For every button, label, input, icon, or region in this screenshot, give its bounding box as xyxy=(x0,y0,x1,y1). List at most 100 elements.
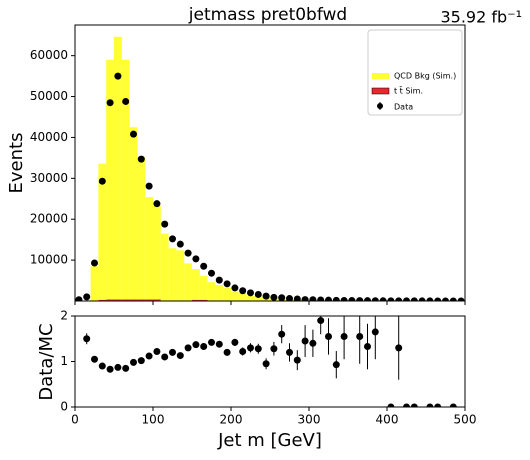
y-tick-label: 1 xyxy=(60,354,68,368)
data-point xyxy=(83,335,91,343)
y-axis-label: Events xyxy=(6,133,27,194)
legend-swatch xyxy=(371,87,390,95)
data-point xyxy=(91,355,98,363)
histogram-bar xyxy=(98,163,107,300)
histogram-bar xyxy=(129,299,138,301)
data-point xyxy=(371,328,379,336)
data-point xyxy=(325,332,332,340)
y-tick-label: 40000 xyxy=(30,130,68,144)
chart-title: jetmass pret0bfwd xyxy=(188,5,347,25)
data-point xyxy=(239,287,247,295)
ratio-axis-label: Data/MC xyxy=(36,323,57,400)
histogram-bar xyxy=(106,59,114,300)
y-tick-label: 50000 xyxy=(30,89,68,103)
data-point xyxy=(83,293,91,301)
data-point xyxy=(192,341,200,349)
histogram-bar xyxy=(114,36,122,300)
data-point xyxy=(130,358,137,366)
histogram-bar xyxy=(121,59,130,300)
data-point xyxy=(286,348,293,356)
data-point xyxy=(356,332,364,340)
data-point xyxy=(192,255,200,263)
data-point xyxy=(91,259,98,267)
histogram-bar xyxy=(192,269,200,300)
y-tick-label: 10000 xyxy=(30,253,68,267)
histogram-bar xyxy=(223,287,231,301)
data-point xyxy=(169,348,176,356)
data-point xyxy=(418,297,426,301)
data-point xyxy=(301,296,309,301)
data-point xyxy=(309,339,317,347)
data-point xyxy=(301,337,309,345)
x-tick-label: 0 xyxy=(71,413,79,427)
data-point xyxy=(137,155,145,163)
data-point xyxy=(223,348,231,356)
data-point xyxy=(247,289,254,297)
y-tick-label: 2 xyxy=(60,309,68,323)
y-tick-label: 20000 xyxy=(30,212,68,226)
data-point xyxy=(434,403,442,407)
data-point xyxy=(332,296,340,301)
data-point xyxy=(348,297,356,301)
histogram-bar xyxy=(114,299,122,301)
data-point xyxy=(278,294,286,301)
data-point xyxy=(208,338,215,346)
data-point xyxy=(254,290,262,298)
legend-label: Data xyxy=(394,103,413,112)
data-point xyxy=(239,347,247,355)
data-point xyxy=(395,297,403,301)
histogram-bar xyxy=(238,293,247,301)
legend: QCD Bkg (Sim.) t t̄ Sim. Data xyxy=(367,29,463,116)
data-point xyxy=(215,276,223,284)
data-point xyxy=(208,269,215,277)
data-point xyxy=(410,403,418,407)
data-point xyxy=(75,296,83,301)
data-point xyxy=(231,338,239,346)
data-point xyxy=(286,295,293,301)
legend-box xyxy=(367,29,463,116)
data-point xyxy=(426,297,434,301)
histogram-bar xyxy=(192,299,200,301)
x-tick-label: 500 xyxy=(454,413,477,427)
data-point xyxy=(332,361,340,369)
data-point xyxy=(106,365,114,373)
y-tick-label: 0 xyxy=(60,400,68,414)
legend-marker xyxy=(377,103,383,109)
data-point xyxy=(410,297,418,301)
x-tick-label: 200 xyxy=(220,413,243,427)
data-point xyxy=(262,360,270,368)
data-point xyxy=(153,200,161,208)
data-point xyxy=(106,99,114,107)
data-point xyxy=(340,296,348,301)
data-point xyxy=(254,345,262,353)
axes: 10000 20000 30000 40000 50000 60000 0 1 2 0 100 200… xyxy=(30,24,477,427)
x-tick-label: 400 xyxy=(376,413,399,427)
data-point xyxy=(364,297,371,301)
histogram-bar xyxy=(98,299,107,301)
ratio-plot xyxy=(83,316,457,407)
legend-label: QCD Bkg (Sim.) xyxy=(394,72,456,81)
data-point xyxy=(293,295,301,301)
data-point xyxy=(114,363,122,371)
histogram-bar xyxy=(90,266,99,301)
data-point xyxy=(364,342,371,350)
data-point xyxy=(231,284,239,292)
histogram-bar xyxy=(184,263,192,301)
histogram-bar xyxy=(207,282,216,301)
data-point xyxy=(356,297,364,301)
data-point xyxy=(309,296,317,301)
data-point xyxy=(215,340,223,348)
data-point xyxy=(122,364,130,372)
data-point xyxy=(403,297,410,301)
top-plot xyxy=(75,36,465,301)
data-point xyxy=(98,177,106,185)
data-point xyxy=(317,296,325,301)
data-point xyxy=(387,297,395,301)
legend-label: t t̄ Sim. xyxy=(394,85,423,95)
data-point xyxy=(200,342,208,350)
data-point xyxy=(395,344,403,352)
data-point xyxy=(145,352,153,360)
histogram-bar xyxy=(137,299,146,301)
y-tick-label: 60000 xyxy=(30,48,68,62)
